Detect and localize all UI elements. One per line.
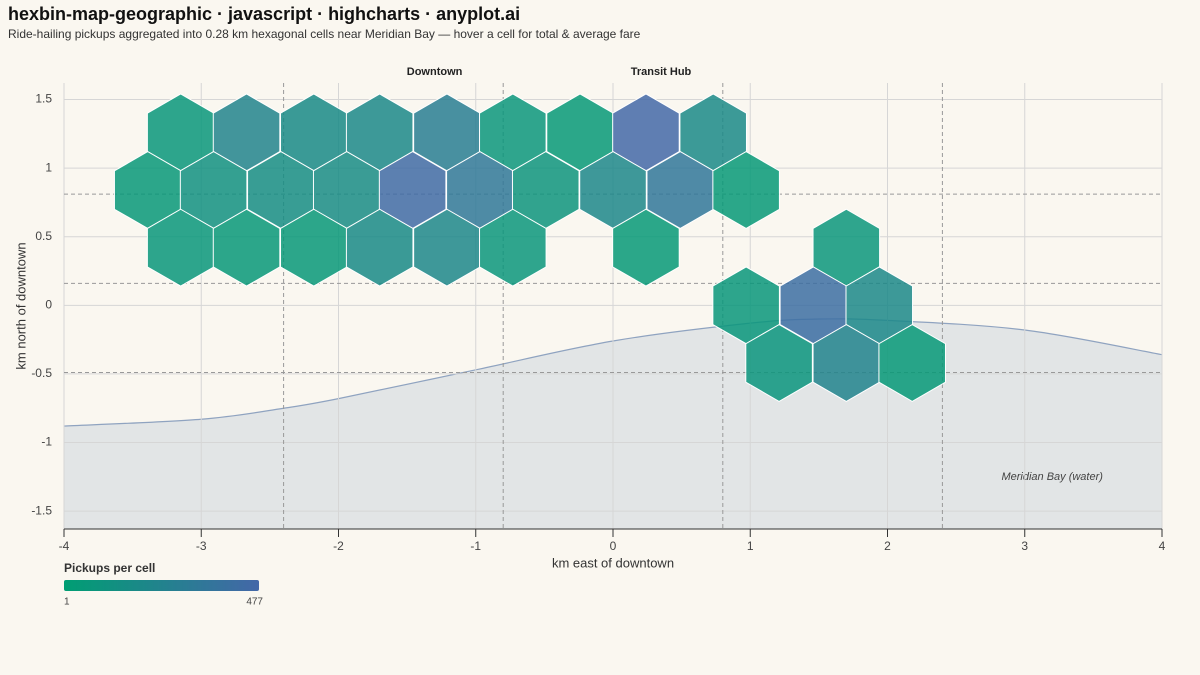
y-tick-label: 1 (45, 160, 52, 174)
hex-cell (745, 323, 813, 402)
chart-title: hexbin-map-geographic · javascript · hig… (8, 4, 520, 24)
hex-cell (712, 151, 780, 230)
colorbar-title: Pickups per cell (64, 561, 155, 575)
x-tick-label: 2 (884, 539, 891, 553)
x-tick-label: -2 (333, 539, 344, 553)
colorbar-min: 1 (64, 597, 70, 608)
hex-cell (212, 208, 281, 287)
hex-cell (612, 208, 680, 287)
y-tick-label: 0.5 (35, 229, 52, 243)
chart-subtitle: Ride-hailing pickups aggregated into 0.2… (8, 27, 641, 41)
y-tick-label: 1.5 (35, 92, 52, 106)
x-tick-label: -1 (470, 539, 481, 553)
y-axis-label: km north of downtown (13, 242, 28, 369)
y-tick-label: -0.5 (31, 366, 52, 380)
x-tick-label: -4 (59, 539, 70, 553)
colorbar-max: 477 (246, 597, 263, 608)
y-tick-label: 0 (45, 297, 52, 311)
x-axis-label: km east of downtown (552, 555, 674, 570)
x-tick-label: -3 (196, 539, 207, 553)
x-tick-label: 4 (1159, 539, 1166, 553)
y-tick-label: -1 (41, 435, 52, 449)
annotation: Downtown (407, 66, 463, 78)
annotation: Transit Hub (631, 66, 692, 78)
x-tick-label: 1 (747, 539, 754, 553)
hex-cell (878, 323, 946, 402)
water-label: Meridian Bay (water) (1001, 471, 1103, 483)
colorbar (64, 580, 259, 591)
hex-cell (345, 208, 414, 287)
y-tick-label: -1.5 (31, 503, 52, 517)
x-tick-label: 0 (610, 539, 617, 553)
x-tick-label: 3 (1021, 539, 1028, 553)
hex-cell (479, 208, 547, 287)
